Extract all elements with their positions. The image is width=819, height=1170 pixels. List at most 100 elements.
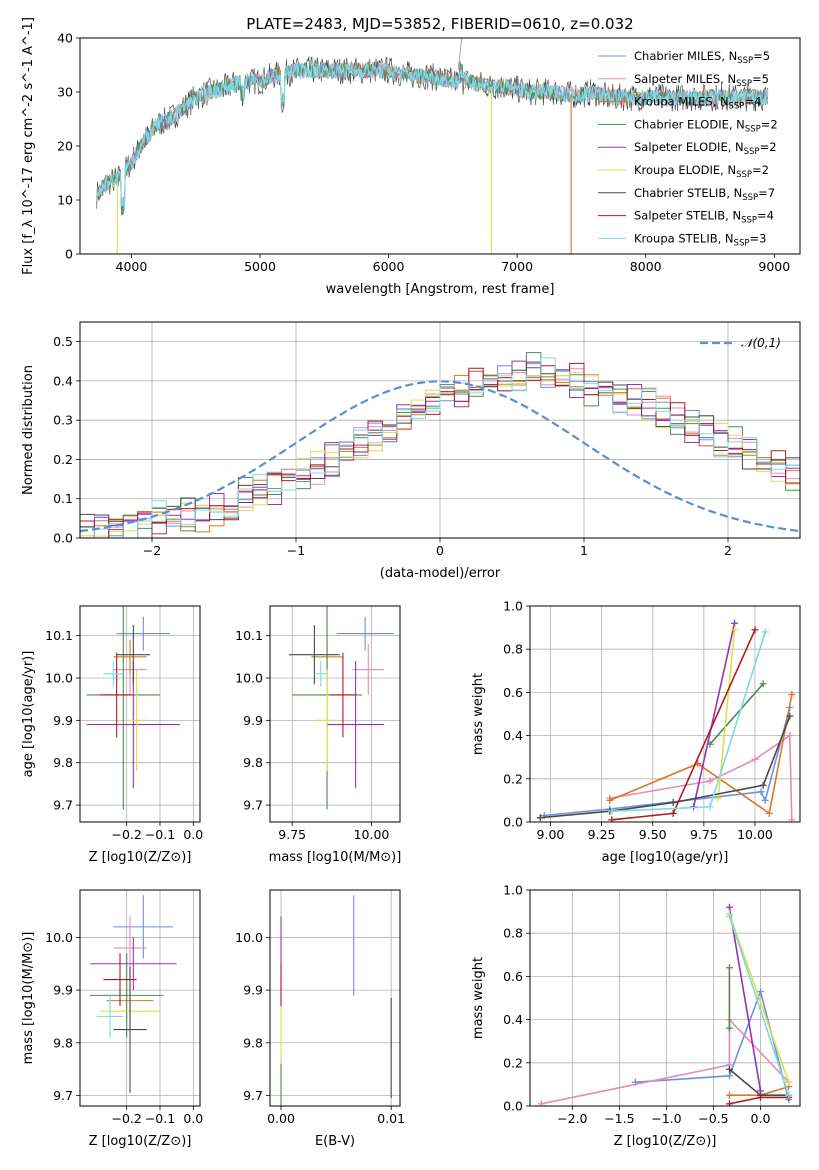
y-tick-label: 0.6: [503, 685, 523, 700]
axes-frame: [269, 889, 401, 1107]
y-axis-label: Flux [f_λ 10^-17 erg cm^-2 s^-1 A^-1]: [21, 17, 36, 275]
y-tick-label: 9.7: [243, 1088, 263, 1103]
spectrum-line: [457, 38, 463, 71]
legend-subscript: SSP: [745, 124, 761, 134]
weight-marker: [788, 691, 796, 699]
weight-marker: [725, 964, 733, 972]
weight-marker: [785, 1078, 793, 1086]
histogram-step: [80, 368, 800, 538]
weight-marker: [756, 1093, 764, 1101]
legend-label: Chabrier STELIB, NSSP=7: [634, 186, 775, 203]
legend-label: 𝒩(0,1): [741, 336, 781, 350]
y-axis-label: mass weight: [471, 957, 486, 1039]
x-tick-label: 10.00: [737, 827, 773, 842]
x-tick-label: 8000: [630, 259, 662, 274]
x-tick-label: 9.00: [537, 827, 565, 842]
y-tick-label: 0.1: [53, 491, 73, 506]
weight-marker: [759, 781, 767, 789]
x-tick-label: −0.2: [111, 827, 141, 842]
legend-text: Salpeter STELIB, N: [634, 209, 741, 223]
legend-tail: =2: [760, 140, 777, 154]
plot-area: [289, 606, 394, 810]
legend-text: Kroupa ELODIE, N: [634, 163, 736, 177]
y-tick-label: 9.9: [243, 713, 263, 728]
x-tick-label: 4000: [116, 259, 148, 274]
panel-z-weight: −2.0 −1.5 −1.0 −0.5 0.0 0.0 0.2 0.4 0.6 0.8 1.0 Z […: [471, 883, 801, 1149]
x-tick-label: −1.0: [651, 1111, 681, 1126]
x-tick-label: 10.00: [354, 827, 390, 842]
legend-label: Kroupa ELODIE, NSSP=2: [634, 163, 769, 180]
weight-marker: [608, 816, 616, 822]
x-tick-label: −0.1: [145, 1111, 175, 1126]
y-tick-label: 0.5: [53, 334, 73, 349]
legend-tail: =5: [752, 72, 769, 86]
x-tick-label: 9.75: [278, 827, 306, 842]
plot-area: [280, 895, 392, 1106]
x-tick-label: 2: [724, 543, 732, 558]
panel-residuals: −2 −1 0 1 2 0.0 0.1 0.2 0.3 0.4 0.5 (data-model)/er…: [21, 321, 801, 581]
y-tick-label: 9.9: [53, 983, 73, 998]
x-tick-label: 9.50: [639, 827, 667, 842]
legend-subscript: SSP: [744, 147, 760, 157]
weight-marker: [731, 626, 739, 634]
y-tick-label: 0.6: [503, 969, 523, 984]
legend-subscript: SSP: [734, 238, 750, 248]
legend-text: Salpeter ELODIE, N: [634, 140, 744, 154]
x-tick-label: 9.75: [690, 827, 718, 842]
weight-marker: [761, 628, 769, 636]
weight-marker: [606, 796, 614, 804]
axes-frame: [79, 605, 201, 823]
y-tick-label: 0.0: [53, 531, 73, 546]
y-tick-label: 0.3: [53, 413, 73, 428]
y-tick-label: 0.8: [503, 642, 523, 657]
legend-label: Chabrier MILES, NSSP=5: [634, 49, 770, 66]
y-tick-label: 0.2: [53, 452, 73, 467]
y-tick-label: 9.7: [53, 798, 73, 813]
legend-tail: =4: [757, 209, 774, 223]
histogram-step: [80, 370, 800, 533]
weight-marker: [669, 809, 677, 817]
weight-marker: [731, 619, 739, 627]
weight-marker: [725, 903, 733, 911]
y-tick-label: 0.4: [503, 728, 523, 743]
weight-marker: [725, 912, 733, 920]
y-axis-label: Normed distribution: [21, 365, 36, 495]
chart-panels: 4000 5000 6000 7000 8000 9000010203040wavelen…: [21, 17, 801, 1149]
y-tick-label: 10.0: [235, 930, 263, 945]
weight-marker: [761, 796, 769, 804]
histogram-step: [80, 363, 800, 538]
y-tick-label: 9.7: [243, 798, 263, 813]
weight-marker: [725, 1091, 733, 1099]
legend-text: Kroupa MILES, N: [634, 95, 729, 109]
y-tick-label: 9.8: [53, 755, 73, 770]
legend-label: Salpeter ELODIE, NSSP=2: [634, 140, 777, 157]
y-tick-label: 0.2: [503, 1055, 523, 1070]
spectrum-line: [96, 61, 769, 211]
weight-line: [728, 907, 762, 1092]
y-tick-label: 20: [57, 139, 73, 154]
y-tick-label: 9.8: [243, 755, 263, 770]
legend-label: Salpeter MILES, NSSP=5: [634, 72, 769, 89]
x-tick-label: −0.5: [698, 1111, 728, 1126]
panel-age-weight: 9.00 9.25 9.50 9.75 10.00 0.0 0.2 0.4 0.6 0.8 1.0 a…: [471, 599, 801, 865]
legend-tail: =2: [761, 117, 778, 131]
weight-marker: [751, 755, 759, 763]
y-axis-label: age [log10(age/yr)]: [21, 651, 36, 778]
x-tick-label: 0.0: [183, 1111, 203, 1126]
weight-marker: [536, 814, 544, 822]
figure-title: PLATE=2483, MJD=53852, FIBERID=0610, z=0…: [246, 15, 633, 33]
x-axis-label: (data-model)/error: [380, 566, 501, 581]
x-tick-label: 1: [580, 543, 588, 558]
weight-line: [541, 1017, 790, 1105]
x-axis-label: wavelength [Angstrom, rest frame]: [326, 282, 555, 297]
y-tick-label: 1.0: [503, 883, 523, 898]
x-axis-label: age [log10(age/yr)]: [602, 850, 729, 865]
axes-frame: [529, 889, 801, 1107]
x-axis-label: Z [log10(Z/Z⊙)]: [89, 1134, 192, 1149]
x-axis-label: Z [log10(Z/Z⊙)]: [89, 850, 192, 865]
legend-text: Chabrier MILES, N: [634, 49, 737, 63]
x-tick-label: 0.0: [751, 1111, 771, 1126]
weight-marker: [785, 1091, 793, 1099]
legend-tail: =2: [752, 163, 769, 177]
